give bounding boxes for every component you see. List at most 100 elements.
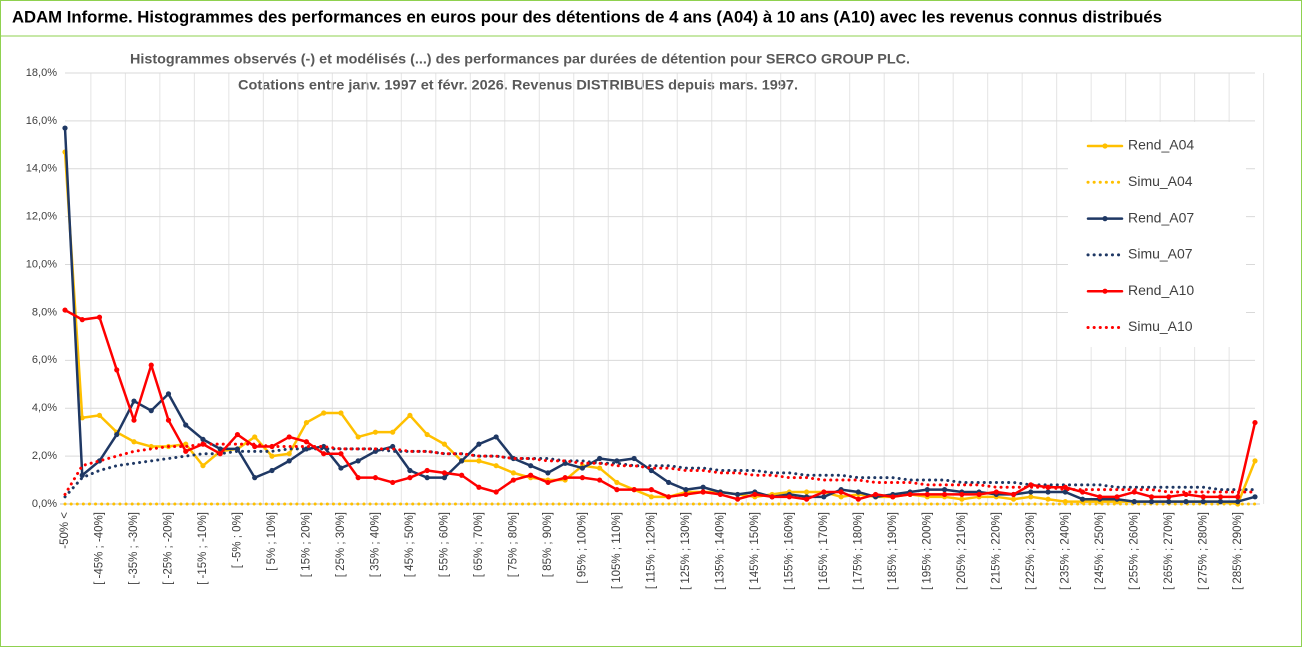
y-tick-label: 10,0% <box>26 258 57 270</box>
point <box>614 479 620 486</box>
point <box>872 491 879 498</box>
point <box>1235 499 1241 505</box>
point <box>390 429 396 435</box>
point <box>286 458 292 464</box>
point <box>96 412 103 419</box>
x-tick-label: [ 185% ; 190%] <box>887 512 899 590</box>
point <box>269 453 275 459</box>
x-tick-label: [ 245% ; 250%] <box>1094 512 1106 590</box>
point <box>1217 499 1224 505</box>
legend-marker <box>1102 216 1108 222</box>
point <box>545 470 551 476</box>
point <box>1252 419 1258 426</box>
point <box>993 489 999 495</box>
point <box>1252 494 1258 500</box>
point <box>1235 494 1241 500</box>
point <box>252 475 258 481</box>
point <box>338 451 344 457</box>
point <box>1166 499 1172 505</box>
point <box>959 491 965 498</box>
point <box>424 475 430 481</box>
point <box>114 431 120 438</box>
point <box>614 487 620 493</box>
point <box>252 434 258 440</box>
x-tick-label: -50% < <box>59 512 71 549</box>
point <box>579 475 585 481</box>
point <box>666 479 672 486</box>
point <box>200 436 206 442</box>
point <box>648 494 654 500</box>
legend-label: Rend_A04 <box>1128 137 1194 153</box>
point <box>907 491 913 498</box>
point <box>269 467 275 474</box>
x-tick-label: [ 5% ; 10%] <box>266 512 278 571</box>
point <box>959 496 965 502</box>
x-tick-label: [ 65% ; 70%] <box>473 512 485 577</box>
point <box>441 475 448 481</box>
chart-title: ADAM Informe. Histogrammes des performan… <box>12 7 1162 26</box>
x-tick-label: [ 135% ; 140%] <box>714 512 726 590</box>
point <box>597 465 603 471</box>
point <box>683 487 689 493</box>
point <box>838 494 844 500</box>
y-tick-label: 18,0% <box>26 67 57 79</box>
legend-marker <box>1102 143 1108 149</box>
y-tick-label: 6,0% <box>32 354 57 366</box>
legend-label: Simu_A10 <box>1128 318 1193 334</box>
point <box>476 441 482 447</box>
point <box>131 398 137 404</box>
legend-marker <box>1102 288 1108 294</box>
point <box>1148 494 1155 500</box>
point <box>1252 458 1258 464</box>
point <box>79 472 85 478</box>
point <box>1062 489 1068 495</box>
point <box>597 455 603 462</box>
x-tick-label: [ 175% ; 180%] <box>852 512 864 590</box>
x-tick-label: [ 115% ; 120%] <box>645 512 657 589</box>
point <box>855 489 861 495</box>
point <box>1045 489 1051 495</box>
series-line <box>63 126 1257 503</box>
point <box>1010 491 1017 498</box>
point <box>1097 494 1103 500</box>
point <box>924 491 930 498</box>
x-tick-label: [ 145% ; 150%] <box>749 512 761 590</box>
point <box>424 431 430 438</box>
point <box>493 434 499 440</box>
x-tick-label: [ 85% ; 90%] <box>542 512 554 577</box>
point <box>321 410 327 416</box>
point <box>735 496 741 502</box>
legend-label: Simu_A04 <box>1128 173 1193 189</box>
x-tick-label: [ -25% ; -20%] <box>163 512 175 585</box>
point <box>1079 496 1086 502</box>
point <box>355 434 361 440</box>
point <box>631 487 637 493</box>
point <box>338 465 344 471</box>
point <box>562 475 568 481</box>
point <box>717 491 723 498</box>
point <box>476 458 482 464</box>
point <box>683 491 689 498</box>
point <box>666 494 672 500</box>
x-tick-label: [ 225% ; 230%] <box>1025 512 1037 590</box>
point <box>752 491 758 498</box>
x-tick-label: [ 45% ; 50%] <box>404 512 416 577</box>
y-tick-label: 14,0% <box>26 163 57 175</box>
point <box>803 496 810 502</box>
point <box>183 422 189 428</box>
point <box>338 410 344 416</box>
x-tick-label: [ 35% ; 40%] <box>369 512 381 577</box>
point <box>217 451 223 457</box>
point <box>528 472 534 478</box>
point <box>114 367 120 373</box>
point <box>976 491 982 498</box>
point <box>131 439 137 445</box>
x-tick-label: [ 215% ; 220%] <box>990 512 1002 590</box>
point <box>545 479 551 486</box>
point <box>459 458 465 464</box>
series-line <box>63 447 1257 499</box>
point <box>424 467 430 474</box>
point <box>510 477 517 483</box>
point <box>838 489 844 495</box>
